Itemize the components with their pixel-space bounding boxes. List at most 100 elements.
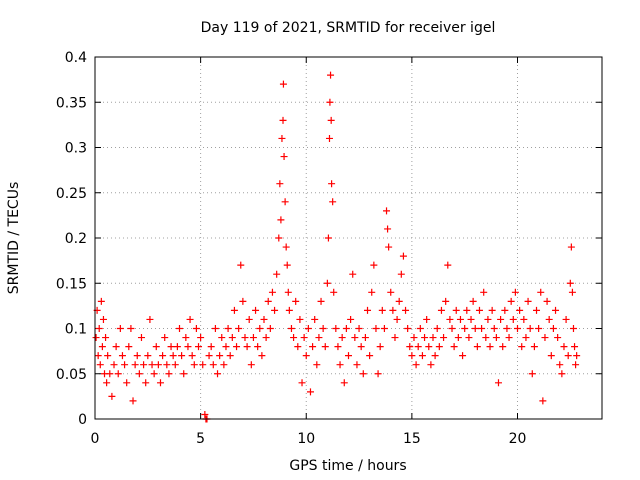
data-point: [211, 325, 219, 332]
data-point: [262, 334, 270, 342]
data-point: [328, 180, 336, 188]
data-point: [421, 334, 429, 342]
data-point: [260, 315, 268, 323]
data-point: [368, 288, 376, 296]
data-point: [514, 325, 521, 332]
data-point: [475, 306, 483, 314]
data-point: [378, 306, 386, 314]
data-point: [384, 225, 392, 233]
data-point: [247, 361, 255, 369]
data-point: [467, 315, 475, 323]
y-tick-label: 0.15: [56, 276, 87, 292]
data-point: [571, 343, 579, 351]
data-point: [207, 343, 215, 351]
data-point: [323, 279, 331, 287]
data-point: [98, 343, 106, 351]
data-point: [355, 325, 363, 332]
data-point: [276, 180, 284, 188]
data-point: [114, 370, 122, 378]
data-point: [509, 315, 517, 323]
data-point: [195, 343, 203, 351]
data-point: [243, 343, 251, 351]
data-point: [327, 116, 335, 124]
data-point: [511, 288, 519, 296]
axis-ticks: 0 0.05 0.1 0.15 0.2 0.25 0.3 0.35 0.4 0 5 10 15 20: [56, 50, 602, 447]
data-point: [351, 334, 359, 342]
data-point: [345, 352, 352, 360]
data-point: [140, 361, 148, 369]
data-point: [543, 297, 551, 305]
data-point: [387, 288, 395, 296]
data-point: [326, 98, 334, 106]
data-point: [416, 325, 424, 332]
data-point: [469, 297, 477, 305]
data-point: [296, 315, 304, 323]
data-point: [554, 334, 562, 342]
data-point: [209, 361, 217, 369]
data-point: [144, 352, 152, 360]
data-point: [566, 279, 574, 287]
data-point: [533, 306, 541, 314]
data-point: [480, 288, 488, 296]
data-point: [313, 361, 321, 369]
data-point: [524, 297, 532, 305]
data-point: [309, 343, 317, 351]
data-point: [264, 297, 272, 305]
y-tick-label: 0: [78, 412, 87, 428]
data-point: [285, 306, 293, 314]
y-axis-label: SRMTID / TECUs: [6, 182, 22, 295]
data-point: [383, 207, 391, 215]
data-point: [95, 325, 103, 332]
data-point: [235, 325, 243, 332]
data-point: [537, 288, 545, 296]
x-tick-label: 0: [91, 431, 100, 447]
data-point: [173, 343, 181, 351]
data-point: [484, 315, 492, 323]
data-point: [268, 288, 276, 296]
data-point: [423, 315, 431, 323]
data-point: [545, 315, 553, 323]
data-point: [444, 261, 452, 269]
data-point: [334, 343, 342, 351]
data-point: [494, 379, 502, 387]
data-point: [329, 198, 337, 206]
data-point: [516, 306, 524, 314]
data-point: [435, 343, 443, 351]
data-point: [148, 361, 156, 369]
data-point: [163, 361, 171, 369]
data-point: [492, 334, 500, 342]
data-point: [385, 243, 393, 251]
data-point: [190, 361, 198, 369]
data-point: [465, 334, 473, 342]
data-point: [254, 343, 262, 351]
data-point: [224, 325, 232, 332]
data-point: [302, 352, 310, 360]
data-point: [327, 71, 335, 79]
data-point: [258, 352, 266, 360]
data-point: [499, 343, 507, 351]
data-point: [425, 343, 433, 351]
data-point: [556, 361, 564, 369]
data-point: [294, 343, 302, 351]
data-point: [418, 352, 426, 360]
data-point: [321, 343, 329, 351]
data-point: [216, 352, 224, 360]
data-point: [338, 334, 346, 342]
data-point: [283, 261, 291, 269]
data-point: [186, 315, 194, 323]
grid: [95, 57, 602, 419]
data-point: [110, 361, 118, 369]
data-point: [482, 334, 490, 342]
data-point: [306, 388, 314, 396]
x-tick-label: 5: [196, 431, 205, 447]
data-point: [478, 325, 486, 332]
data-point: [275, 234, 283, 242]
data-point: [176, 325, 183, 332]
data-point: [214, 370, 222, 378]
data-point: [156, 379, 164, 387]
data-point: [154, 361, 162, 369]
data-point: [188, 352, 196, 360]
data-point: [404, 325, 412, 332]
data-point: [361, 334, 369, 342]
data-point: [324, 234, 332, 242]
